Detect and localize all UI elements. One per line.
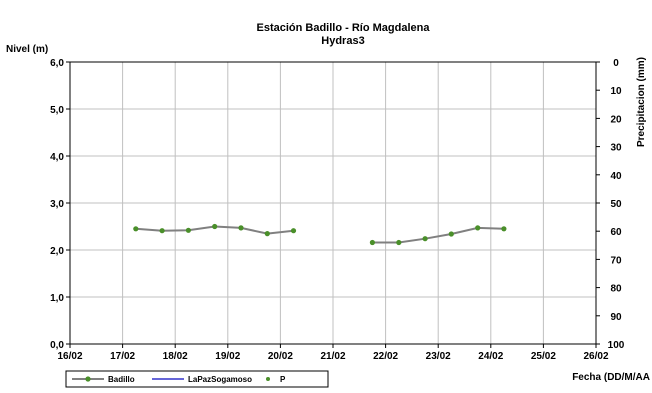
data-point-badillo xyxy=(475,225,481,231)
series-layer xyxy=(133,223,507,246)
legend-label-badillo: Badillo xyxy=(108,375,135,384)
axis-ticks: 16/02 17/02 18/02 19/02 20/02 21/02 22/02 23/02… xyxy=(50,58,625,362)
y-tick-label: 0,0 xyxy=(50,340,64,351)
grid-lines xyxy=(70,62,596,344)
y2-tick-label: 30 xyxy=(610,143,622,154)
x-tick-label: 23/02 xyxy=(426,351,451,362)
legend: Badillo LaPazSogamoso P xyxy=(65,370,329,388)
data-point-badillo xyxy=(422,236,428,242)
data-point-badillo xyxy=(290,228,297,234)
x-tick-label: 24/02 xyxy=(478,351,503,362)
y-axis-label: Nivel (m) xyxy=(6,44,48,55)
chart-subtitle: Hydras3 xyxy=(321,35,364,47)
y-tick-label: 3,0 xyxy=(50,199,64,210)
legend-swatch-badillo-marker xyxy=(85,376,91,382)
x-tick-label: 26/02 xyxy=(583,351,608,362)
data-point-badillo xyxy=(133,226,139,232)
chart-title: Estación Badillo - Río Magdalena xyxy=(257,22,431,34)
legend-label-lapazsogamoso: LaPazSogamoso xyxy=(188,375,252,384)
x-tick-label: 18/02 xyxy=(163,351,188,362)
y2-tick-label: 80 xyxy=(610,284,622,295)
y-tick-label: 6,0 xyxy=(50,58,64,69)
y2-axis-label: Precipitacion (mm) xyxy=(636,57,647,147)
y-tick-label: 1,0 xyxy=(50,293,64,304)
x-tick-label: 22/02 xyxy=(373,351,398,362)
y2-tick-label: 100 xyxy=(608,340,625,351)
y2-tick-label: 60 xyxy=(610,227,622,238)
data-point-badillo xyxy=(159,228,165,234)
legend-box xyxy=(65,370,329,388)
series-line-badillo-2 xyxy=(372,226,504,244)
x-tick-label: 21/02 xyxy=(320,351,345,362)
data-point-badillo xyxy=(212,223,218,230)
y2-tick-label: 70 xyxy=(610,255,622,266)
legend-swatch-p xyxy=(266,377,270,381)
data-point-badillo xyxy=(396,239,402,246)
y2-tick-label: 20 xyxy=(610,114,622,125)
data-point-badillo xyxy=(501,226,507,232)
data-point-badillo xyxy=(238,225,244,231)
legend-label-p: P xyxy=(280,375,286,384)
data-point-badillo xyxy=(369,239,375,246)
y2-tick-label: 10 xyxy=(610,86,622,97)
y2-tick-label: 40 xyxy=(610,171,622,182)
data-point-badillo xyxy=(185,227,191,233)
data-point-badillo xyxy=(448,231,454,237)
x-tick-label: 25/02 xyxy=(531,351,556,362)
y-tick-label: 2,0 xyxy=(50,246,64,257)
y2-tick-label: 0 xyxy=(613,58,619,69)
y2-tick-label: 90 xyxy=(610,312,622,323)
y-tick-label: 4,0 xyxy=(50,152,64,163)
x-tick-label: 20/02 xyxy=(268,351,293,362)
x-tick-label: 19/02 xyxy=(215,351,240,362)
x-axis-label: Fecha (DD/M/AA xyxy=(572,372,650,383)
x-tick-label: 17/02 xyxy=(110,351,135,362)
y-tick-label: 5,0 xyxy=(50,105,64,116)
y2-tick-label: 50 xyxy=(610,199,622,210)
x-tick-label: 16/02 xyxy=(57,351,82,362)
data-point-badillo xyxy=(264,231,270,237)
